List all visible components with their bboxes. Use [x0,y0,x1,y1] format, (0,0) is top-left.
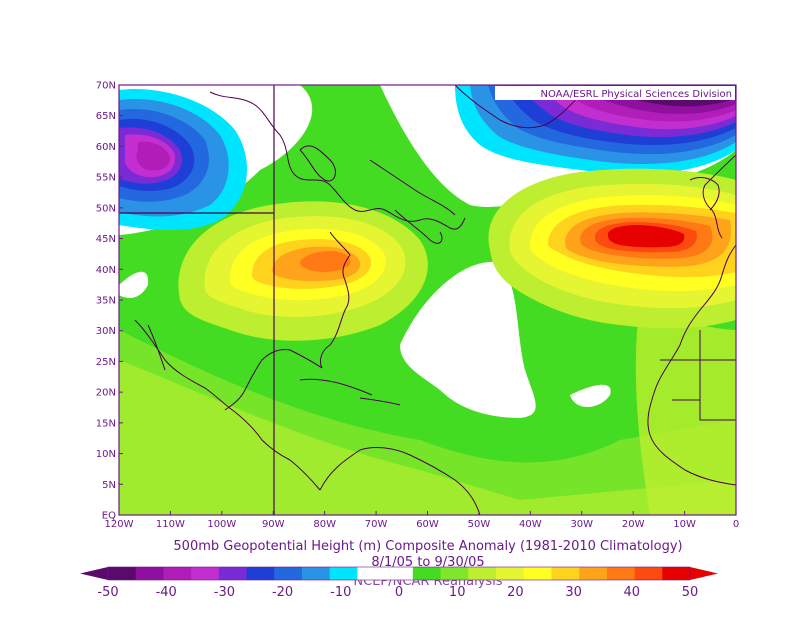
colorbar-label: -50 [97,585,118,600]
lat-label-10n: 10N [96,449,116,460]
colorbar-segment [412,567,442,580]
colorbar-label: 0 [395,585,403,600]
lon-label-80w: 80W [313,519,336,530]
map-subtitle: 8/1/05 to 9/30/05 [371,555,484,570]
lon-label-40w: 40W [519,519,542,530]
colorbar-segment [108,567,137,580]
colorbar-segment [440,567,469,580]
colorbar [80,566,718,581]
colorbar-label: -20 [272,585,293,600]
coastlines [134,85,736,515]
colorbar-high-arrow [690,567,718,580]
colorbar-segment [662,567,691,580]
latitude-axis: 70N 65N 60N 55N 50N 45N 40N 35N 30N 25N 20N 15N 10N 5… [96,81,123,522]
colorbar-segment [246,567,275,580]
colorbar-segment [496,567,525,580]
lat-label-30n: 30N [96,326,116,337]
lat-label-60n: 60N [96,142,116,153]
colorbar-segment [191,567,220,580]
colorbar-label: 40 [624,585,641,600]
lat-label-5n: 5N [102,480,116,491]
colorbar-segment [218,567,248,580]
colorbar-label: -40 [156,585,177,600]
colorbar-segment [385,567,414,580]
lon-label-50w: 50W [468,519,491,530]
boundary-lines [119,85,275,515]
lat-label-40n: 40N [96,265,116,276]
lat-label-eq: EQ [102,511,116,522]
colorbar-segment [579,567,608,580]
colorbar-segment [163,567,192,580]
anomaly-contour-field [119,85,736,515]
lon-label-30w: 30W [570,519,593,530]
lon-label-0: 0 [733,519,739,530]
map-title: 500mb Geopotential Height (m) Composite … [173,539,682,554]
lon-label-100w: 100W [207,519,236,530]
colorbar-label: 10 [449,585,466,600]
lat-label-35n: 35N [96,296,116,307]
lon-label-70w: 70W [365,519,388,530]
lon-label-10w: 10W [673,519,696,530]
colorbar-segment [551,567,580,580]
lon-label-60w: 60W [416,519,439,530]
lon-label-20w: 20W [622,519,645,530]
colorbar-segment [302,567,331,580]
lat-label-55n: 55N [96,173,116,184]
colorbar-labels: -50 -40 -30 -20 -10 0 10 20 30 40 50 [97,585,698,600]
colorbar-segment [135,567,164,580]
colorbar-segment [357,567,386,580]
lat-label-20n: 20N [96,388,116,399]
lat-label-70n: 70N [96,81,116,92]
lon-label-120w: 120W [105,519,134,530]
lat-label-15n: 15N [96,418,116,429]
colorbar-label: 20 [507,585,524,600]
colorbar-segment [274,567,303,580]
lat-label-65n: 65N [96,111,116,122]
colorbar-segment [329,567,358,580]
lat-label-50n: 50N [96,203,116,214]
colorbar-segment [634,567,663,580]
lon-label-90w: 90W [262,519,285,530]
colorbar-label: -10 [330,585,351,600]
colorbar-segment [468,567,497,580]
colorbar-segment [606,567,636,580]
credit-box [495,86,735,100]
colorbar-label: -30 [214,585,235,600]
colorbar-low-arrow [80,567,108,580]
colorbar-label: 50 [682,585,699,600]
lon-label-110w: 110W [156,519,185,530]
credit-text: NOAA/ESRL Physical Sciences Division [541,89,733,100]
lat-label-25n: 25N [96,357,116,368]
lat-label-45n: 45N [96,234,116,245]
colorbar-frame [107,566,691,581]
colorbar-label: 30 [565,585,582,600]
longitude-axis: 120W 110W 100W 90W 80W 70W 60W 50W 40W 30W 20W 10W 0 [105,511,739,530]
colorbar-segment [523,567,552,580]
